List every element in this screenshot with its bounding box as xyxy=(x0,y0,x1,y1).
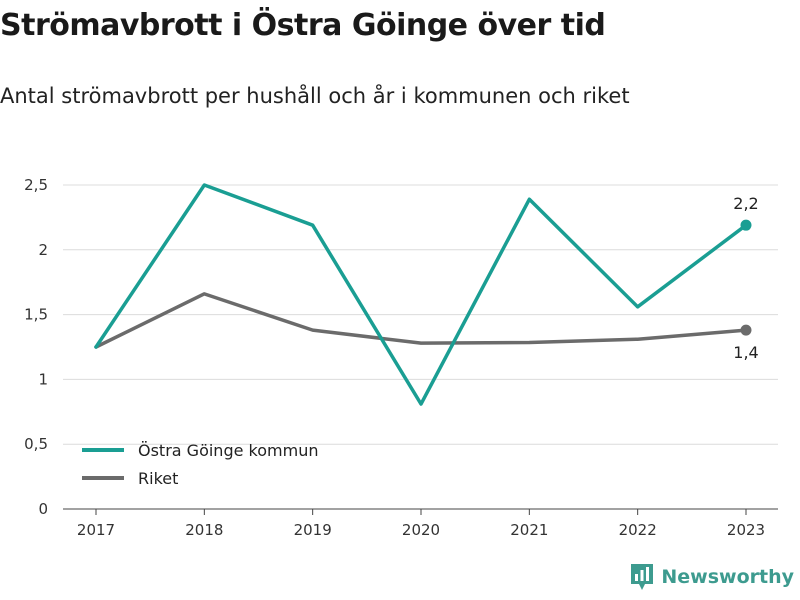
y-tick-label: 0,5 xyxy=(24,435,48,453)
x-tick-label: 2020 xyxy=(402,521,440,539)
legend-label: Östra Göinge kommun xyxy=(138,441,318,460)
x-tick-label: 2017 xyxy=(77,521,115,539)
data-label: 1,4 xyxy=(733,343,758,362)
x-tick-label: 2021 xyxy=(510,521,548,539)
series-line xyxy=(94,292,748,349)
x-tick-label: 2022 xyxy=(619,521,657,539)
y-tick-label: 1,5 xyxy=(24,306,48,324)
y-tick-label: 1 xyxy=(38,370,48,388)
newsworthy-logo-icon xyxy=(631,564,654,590)
brand-logo: Newsworthy xyxy=(629,562,794,592)
y-tick-label: 2,5 xyxy=(24,176,48,194)
x-tick-label: 2018 xyxy=(185,521,223,539)
x-tick-label: 2019 xyxy=(294,521,332,539)
y-tick-label: 2 xyxy=(38,241,48,259)
x-tick-label: 2023 xyxy=(727,521,765,539)
series-end-point xyxy=(740,324,752,336)
chart-subtitle: Antal strömavbrott per hushåll och år i … xyxy=(0,84,630,108)
brand-name: Newsworthy xyxy=(661,566,794,588)
data-label: 2,2 xyxy=(733,194,758,213)
series-end-point xyxy=(740,219,752,231)
legend-label: Riket xyxy=(138,469,178,488)
series-line xyxy=(94,183,748,406)
chart-title: Strömavbrott i Östra Göinge över tid xyxy=(0,8,606,43)
y-tick-label: 0 xyxy=(38,500,48,518)
